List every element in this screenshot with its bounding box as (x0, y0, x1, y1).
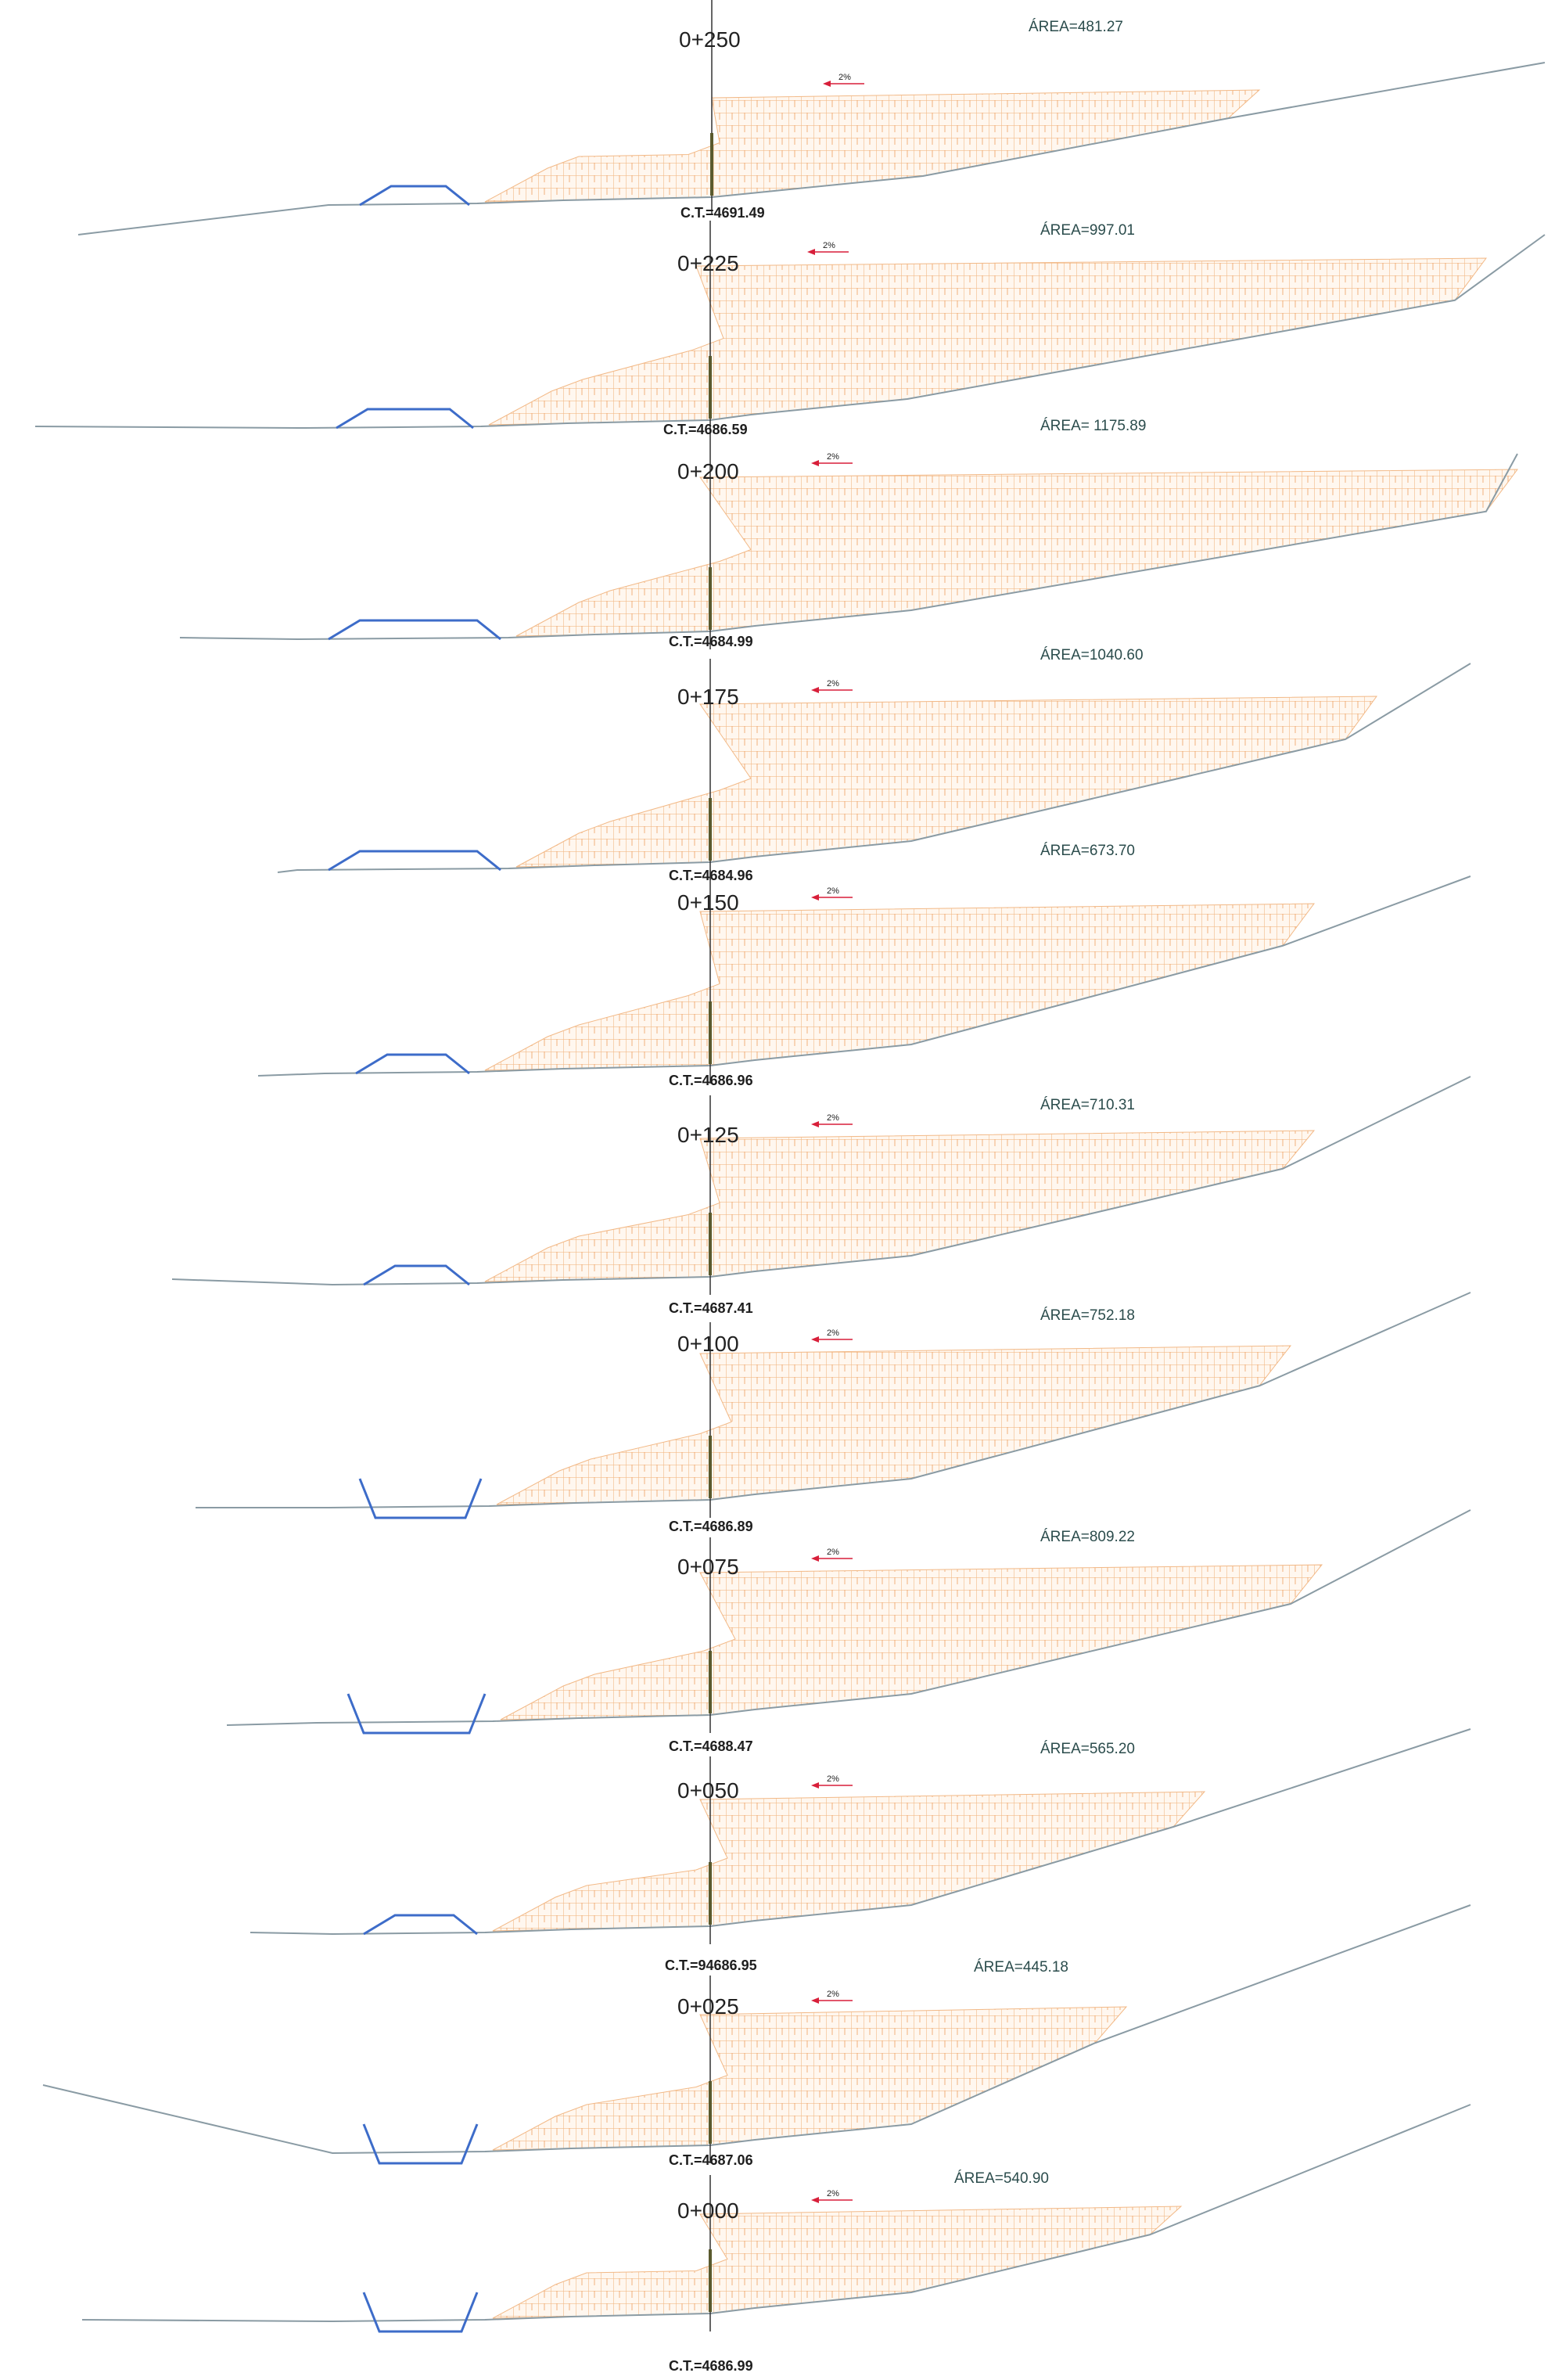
cross-section-0+250: 2% 0+250 ÁREA=481.27 C.T.=4691.49 (77, 0, 1546, 235)
cross-section-0+025: 2% 0+025 ÁREA=445.18 C.T.=4687.06 (42, 1904, 1471, 2168)
canal-section (363, 1914, 478, 1936)
area-label: ÁREA=445.18 (974, 1959, 1068, 1976)
ct-elevation-label: C.T.=4686.96 (669, 1073, 753, 1088)
slope-arrowhead (811, 1782, 819, 1789)
area-label: ÁREA=565.20 (1040, 1741, 1135, 1757)
ct-elevation-label: C.T.=4687.41 (669, 1300, 753, 1316)
cross-section-0+100: 2% 0+100 ÁREA=752.18 C.T.=4686.89 (196, 1292, 1471, 1534)
area-label: ÁREA=1040.60 (1040, 647, 1144, 663)
station-label: 0+075 (677, 1555, 739, 1579)
slope-label: 2% (827, 679, 839, 688)
slope-arrowhead (811, 460, 819, 466)
ct-elevation-label: C.T.=4687.06 (669, 2152, 753, 2168)
fill-hatch-area (488, 257, 1488, 426)
ct-elevation-label: C.T.=4688.47 (669, 1738, 753, 1754)
area-label: ÁREA=809.22 (1040, 1529, 1135, 1545)
slope-label: 2% (827, 886, 839, 896)
slope-arrowhead (811, 1121, 819, 1127)
slope-label: 2% (838, 73, 851, 82)
slope-arrowhead (811, 1555, 819, 1562)
canal-section (359, 185, 470, 207)
slope-label: 2% (827, 1990, 839, 1999)
station-label: 0+200 (677, 459, 739, 484)
station-label: 0+225 (677, 251, 739, 275)
canal-section (328, 850, 501, 872)
station-label: 0+250 (679, 27, 741, 52)
area-label: ÁREA=752.18 (1040, 1307, 1135, 1324)
cross-section-0+050: 2% 0+050 ÁREA=565.20 C.T.=94686.95 (250, 1728, 1471, 1973)
slope-label: 2% (823, 241, 835, 250)
station-label: 0+025 (677, 1994, 739, 2019)
cross-section-0+000: 2% 0+000 ÁREA=540.90 C.T.=4686.99 (81, 2104, 1471, 2374)
fill-hatch-area (484, 1130, 1316, 1282)
fill-hatch-area (492, 2006, 1128, 2151)
slope-arrowhead (811, 687, 819, 693)
cross-section-0+225: 2% 0+225 ÁREA=997.01 C.T.=4686.59 (34, 221, 1546, 438)
slope-label: 2% (827, 452, 839, 462)
canal-section (328, 619, 501, 641)
canal-section (362, 2292, 479, 2333)
area-label: ÁREA=673.70 (1040, 843, 1135, 859)
canal-section (355, 1053, 470, 1075)
station-label: 0+050 (677, 1778, 739, 1803)
area-label: ÁREA= 1175.89 (1040, 418, 1146, 434)
cross-section-0+150: 2% 0+150 ÁREA=673.70 C.T.=4686.96 (257, 843, 1471, 1088)
fill-hatch-area (500, 1564, 1323, 1720)
fill-hatch-area (492, 1791, 1206, 1932)
ct-elevation-label: C.T.=4684.99 (669, 634, 753, 649)
ct-elevation-label: C.T.=4686.59 (663, 422, 748, 437)
fill-hatch-area (492, 2206, 1183, 2319)
slope-arrowhead (811, 1336, 819, 1343)
station-label: 0+125 (677, 1123, 739, 1147)
slope-label: 2% (827, 1328, 839, 1338)
station-label: 0+175 (677, 685, 739, 709)
canal-section (358, 1478, 483, 1519)
station-label: 0+100 (677, 1332, 739, 1356)
area-label: ÁREA=540.90 (954, 2170, 1049, 2187)
ct-elevation-label: C.T.=4684.96 (669, 868, 753, 883)
area-label: ÁREA=710.31 (1040, 1097, 1135, 1113)
slope-arrowhead (811, 2197, 819, 2203)
cross-section-0+075: 2% 0+075 ÁREA=809.22 C.T.=4688.47 (226, 1509, 1471, 1754)
fill-hatch-area (515, 696, 1377, 868)
ct-elevation-label: C.T.=4686.89 (669, 1519, 753, 1534)
ct-elevation-label: C.T.=94686.95 (665, 1958, 757, 1973)
fill-hatch-area (484, 89, 1261, 203)
slope-label: 2% (827, 1774, 839, 1784)
ct-elevation-label: C.T.=4686.99 (669, 2358, 753, 2374)
slope-arrowhead (807, 249, 815, 255)
canal-section (362, 2123, 479, 2165)
area-label: ÁREA=997.01 (1040, 222, 1135, 239)
slope-label: 2% (827, 1548, 839, 1557)
canal-section (363, 1264, 470, 1286)
ct-elevation-label: C.T.=4691.49 (680, 205, 765, 221)
slope-label: 2% (827, 2189, 839, 2198)
canal-section (336, 408, 474, 430)
cross-section-0+175: 2% 0+175 ÁREA=1040.60 C.T.=4684.96 (277, 647, 1471, 883)
station-label: 0+000 (677, 2198, 739, 2223)
cross-section-0+200: 2% 0+200 ÁREA= 1175.89 C.T.=4684.99 (179, 418, 1519, 649)
cross-section-0+125: 2% 0+125 ÁREA=710.31 C.T.=4687.41 (171, 1076, 1471, 1316)
station-label: 0+150 (677, 890, 739, 915)
area-label: ÁREA=481.27 (1029, 19, 1123, 35)
slope-arrowhead (823, 81, 831, 87)
slope-label: 2% (827, 1113, 839, 1123)
slope-arrowhead (811, 894, 819, 901)
slope-arrowhead (811, 1997, 819, 2004)
fill-hatch-area (515, 469, 1519, 637)
canal-section (347, 1693, 487, 1735)
